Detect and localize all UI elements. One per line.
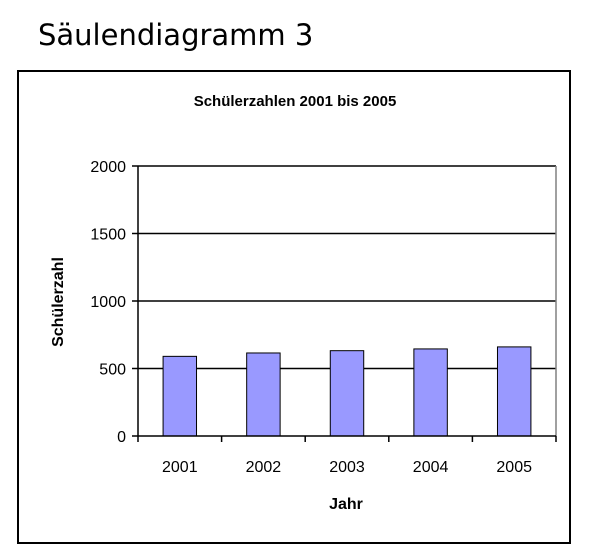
page-heading: Säulendiagramm 3 — [38, 18, 314, 52]
y-tick-label: 1000 — [90, 294, 126, 311]
x-tick-label: 2001 — [162, 459, 198, 476]
y-tick-label: 0 — [117, 429, 126, 446]
chart-title: Schülerzahlen 2001 bis 2005 — [194, 93, 397, 110]
bar-2001 — [162, 355, 198, 437]
bar-2004 — [413, 348, 448, 437]
plot-area: 0 500 1000 1500 2000 2001 2002 2003 2004 2005 — [90, 159, 557, 476]
y-tick-label: 500 — [99, 362, 126, 379]
bar-2002 — [246, 352, 281, 437]
y-tick-label: 1500 — [90, 227, 126, 244]
x-axis-label: Jahr — [329, 496, 363, 513]
x-tick-label: 2004 — [413, 459, 449, 476]
x-tick-label: 2003 — [329, 459, 365, 476]
x-tick-label: 2002 — [246, 459, 282, 476]
x-tick-label: 2005 — [496, 459, 532, 476]
bar-2005 — [496, 346, 532, 437]
y-tick-label: 2000 — [90, 159, 126, 176]
y-axis-label: Schülerzahl — [50, 257, 67, 347]
bar-2003 — [329, 350, 365, 437]
